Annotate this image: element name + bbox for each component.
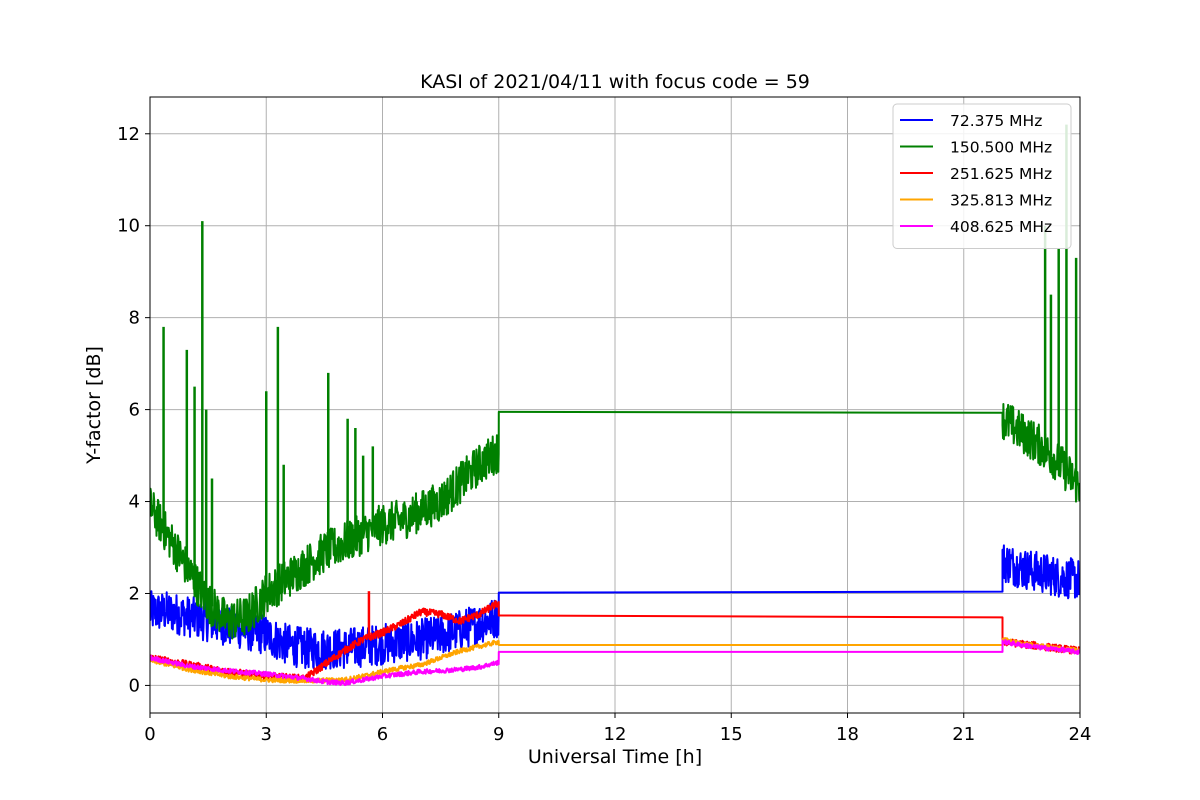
x-tick-label-1: 3 <box>261 724 272 745</box>
y-tick-label-1: 2 <box>129 583 140 604</box>
x-tick-label-3: 9 <box>493 724 504 745</box>
x-tick-label-6: 18 <box>836 724 859 745</box>
legend-label-0: 72.375 MHz <box>950 112 1042 130</box>
series-line-4 <box>150 639 1080 686</box>
legend-label-3: 325.813 MHz <box>950 192 1052 210</box>
legend-label-2: 251.625 MHz <box>950 165 1052 183</box>
x-axis: 0 3 6 9 12 15 18 21 24 <box>144 713 1091 745</box>
y-tick-label-0: 0 <box>129 675 140 696</box>
x-tick-label-0: 0 <box>144 724 155 745</box>
legend-label-1: 150.500 MHz <box>950 139 1052 157</box>
y-tick-label-4: 8 <box>129 308 140 329</box>
x-tick-label-5: 15 <box>720 724 743 745</box>
y-tick-label-5: 10 <box>117 216 140 237</box>
legend: 72.375 MHz 150.500 MHz 251.625 MHz 325.813 … <box>892 103 1072 249</box>
legend-box <box>892 103 1072 249</box>
x-tick-label-4: 12 <box>604 724 627 745</box>
y-tick-label-2: 4 <box>129 492 140 513</box>
x-axis-label: Universal Time [h] <box>528 746 702 768</box>
y-axis: 0 2 4 6 8 10 12 <box>117 124 150 696</box>
x-tick-label-7: 21 <box>952 724 975 745</box>
legend-label-4: 408.625 MHz <box>950 218 1052 236</box>
chart-title: KASI of 2021/04/11 with focus code = 59 <box>420 71 810 93</box>
y-axis-label: Y-factor [dB] <box>83 346 105 465</box>
x-tick-label-8: 24 <box>1069 724 1092 745</box>
series-line-1 <box>150 403 1080 640</box>
x-tick-label-2: 6 <box>377 724 388 745</box>
y-tick-label-3: 6 <box>129 400 140 421</box>
y-tick-label-6: 12 <box>117 124 140 145</box>
